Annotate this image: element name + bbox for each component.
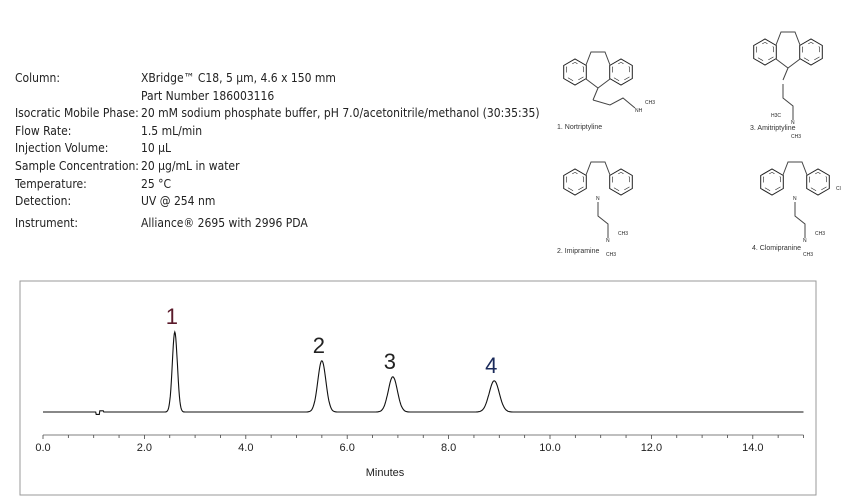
condition-label: Injection Volume: [15,141,109,156]
structure-clomipranine: N Cl N CH3 CH3 [760,161,841,258]
condition-label: Detection: [15,194,72,209]
condition-row: Injection Volume: 10 µL [15,140,540,158]
condition-value: 10 µL [141,141,172,156]
x-tick-label: 2.0 [137,442,152,454]
condition-row: Flow Rate: 1.5 mL/min [15,123,540,141]
peak-label-1: 1 [166,304,178,329]
condition-label: Flow Rate: [15,123,72,138]
condition-value: Alliance® 2695 with 2996 PDA [141,215,308,230]
x-tick-label: 14.0 [742,442,763,454]
atom-label: H3C [771,113,781,119]
structure-imipramine: N N CH3 CH3 [563,161,633,258]
atom-label: CH3 [645,100,655,106]
x-tick-label: 10.0 [539,442,560,454]
condition-value: XBridge™ C18, 5 µm, 4.6 x 150 mm [141,71,336,85]
x-tick-label: 8.0 [441,442,456,454]
structure-amitriptyline: N H3C CH3 [753,31,823,140]
atom-label: CH3 [618,231,628,237]
compound-name: 3. Amitriptyline [750,125,796,132]
peak-label-2: 2 [313,333,325,358]
compound-name: 2. Imipramine [557,248,600,255]
condition-row: Column: XBridge™ C18, 5 µm, 4.6 x 150 mm [15,70,540,88]
atom-label: CH3 [791,134,801,140]
chart-frame [19,280,817,496]
condition-label: Temperature: [15,176,87,191]
condition-value: UV @ 254 nm [141,194,216,209]
chromatogram-trace [43,330,804,415]
peak-label-4: 4 [485,353,497,378]
condition-row: Sample Concentration: 20 µg/mL in water [15,158,540,176]
condition-value: 20 mM sodium phosphate buffer, pH 7.0/ac… [141,106,540,121]
condition-label: Sample Concentration: [15,158,139,173]
x-tick-label: 12.0 [641,442,662,454]
atom-label: N [596,196,600,202]
compound-name: 1. Nortriptyline [557,124,602,131]
condition-value: 25 °C [141,176,172,191]
compound-name: 4. Clomipranine [752,245,801,252]
condition-label: Instrument: [15,215,79,230]
condition-label: Column: [15,71,60,85]
atom-label: N [791,120,795,126]
x-tick-label: 4.0 [238,442,253,454]
atom-label: CH3 [803,252,813,258]
atom-label: N [606,238,610,244]
condition-label: Isocratic Mobile Phase: [15,106,139,121]
atom-label: CH3 [606,252,616,258]
peak-label-3: 3 [384,349,396,374]
condition-row: Instrument: Alliance® 2695 with 2996 PDA [15,215,540,233]
atom-label: Cl [836,186,841,192]
x-tick-label: 6.0 [340,442,355,454]
condition-row: Temperature: 25 °C [15,176,540,194]
atom-label: N [803,238,807,244]
atom-label: NH [635,108,643,114]
x-axis-label: Minutes [366,467,405,479]
condition-row: Isocratic Mobile Phase: 20 mM sodium phos… [15,105,540,123]
condition-value: Part Number 186003116 [141,88,275,103]
method-conditions: Column: XBridge™ C18, 5 µm, 4.6 x 150 mm P… [15,70,540,232]
condition-value: 20 µg/mL in water [141,158,240,173]
x-tick-label: 0.0 [35,442,50,454]
condition-value: 1.5 mL/min [141,123,203,138]
atom-label: CH3 [815,231,825,237]
atom-label: N [793,196,797,202]
condition-row: Detection: UV @ 254 nm [15,193,540,211]
